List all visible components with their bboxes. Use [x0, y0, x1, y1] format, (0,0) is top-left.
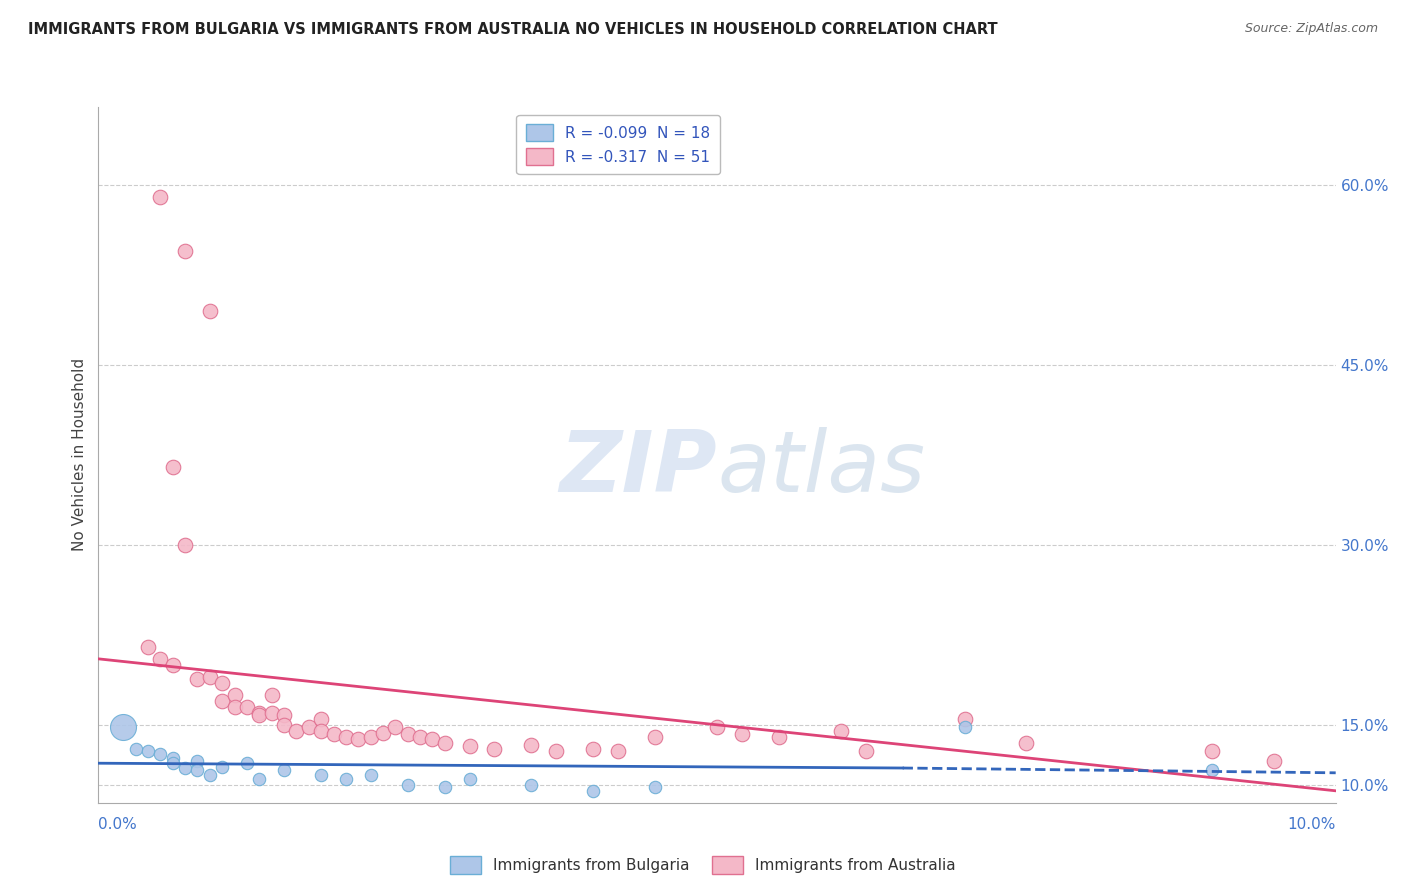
Point — [260, 706, 283, 720]
Point — [409, 730, 432, 744]
Point — [162, 657, 184, 672]
Point — [644, 780, 666, 795]
Legend: R = -0.099  N = 18, R = -0.317  N = 51: R = -0.099 N = 18, R = -0.317 N = 51 — [516, 115, 720, 175]
Text: IMMIGRANTS FROM BULGARIA VS IMMIGRANTS FROM AUSTRALIA NO VEHICLES IN HOUSEHOLD C: IMMIGRANTS FROM BULGARIA VS IMMIGRANTS F… — [28, 22, 998, 37]
Point — [1015, 736, 1038, 750]
Point — [396, 727, 419, 741]
Point — [607, 744, 630, 758]
Point — [309, 768, 332, 782]
Point — [198, 304, 221, 318]
Point — [162, 459, 184, 474]
Point — [484, 741, 506, 756]
Point — [186, 672, 208, 686]
Point — [335, 730, 357, 744]
Point — [520, 738, 543, 752]
Text: Source: ZipAtlas.com: Source: ZipAtlas.com — [1244, 22, 1378, 36]
Point — [322, 727, 344, 741]
Point — [236, 699, 259, 714]
Point — [347, 732, 370, 747]
Point — [247, 708, 270, 723]
Point — [582, 784, 605, 798]
Text: 0.0%: 0.0% — [98, 817, 138, 832]
Point — [309, 712, 332, 726]
Point — [186, 764, 208, 778]
Legend: Immigrants from Bulgaria, Immigrants from Australia: Immigrants from Bulgaria, Immigrants fro… — [444, 850, 962, 880]
Point — [1263, 754, 1285, 768]
Point — [546, 744, 568, 758]
Point — [112, 720, 135, 734]
Point — [731, 727, 754, 741]
Point — [260, 688, 283, 702]
Text: ZIP: ZIP — [560, 427, 717, 510]
Point — [136, 640, 159, 654]
Point — [458, 739, 481, 754]
Point — [273, 718, 295, 732]
Point — [149, 747, 172, 761]
Point — [211, 760, 233, 774]
Point — [247, 772, 270, 786]
Point — [371, 726, 394, 740]
Text: 10.0%: 10.0% — [1288, 817, 1336, 832]
Point — [953, 720, 976, 734]
Point — [236, 756, 259, 771]
Point — [1201, 744, 1223, 758]
Point — [186, 754, 208, 768]
Point — [360, 730, 382, 744]
Point — [174, 538, 197, 552]
Point — [198, 768, 221, 782]
Point — [211, 676, 233, 690]
Point — [285, 723, 308, 738]
Point — [422, 732, 444, 747]
Point — [1201, 764, 1223, 778]
Point — [520, 778, 543, 792]
Point — [855, 744, 877, 758]
Point — [149, 652, 172, 666]
Point — [768, 730, 790, 744]
Point — [247, 706, 270, 720]
Text: atlas: atlas — [717, 427, 925, 510]
Point — [433, 780, 456, 795]
Point — [298, 720, 321, 734]
Point — [433, 736, 456, 750]
Point — [198, 670, 221, 684]
Point — [458, 772, 481, 786]
Point — [335, 772, 357, 786]
Point — [644, 730, 666, 744]
Y-axis label: No Vehicles in Household: No Vehicles in Household — [72, 359, 87, 551]
Point — [706, 720, 728, 734]
Point — [162, 756, 184, 771]
Point — [360, 768, 382, 782]
Point — [396, 778, 419, 792]
Point — [149, 190, 172, 204]
Point — [384, 720, 406, 734]
Point — [309, 723, 332, 738]
Point — [162, 751, 184, 765]
Point — [582, 741, 605, 756]
Point — [953, 712, 976, 726]
Point — [211, 694, 233, 708]
Point — [174, 244, 197, 258]
Point — [273, 764, 295, 778]
Point — [224, 699, 246, 714]
Point — [273, 708, 295, 723]
Point — [124, 741, 146, 756]
Point — [174, 761, 197, 775]
Point — [224, 688, 246, 702]
Point — [136, 744, 159, 758]
Point — [830, 723, 852, 738]
